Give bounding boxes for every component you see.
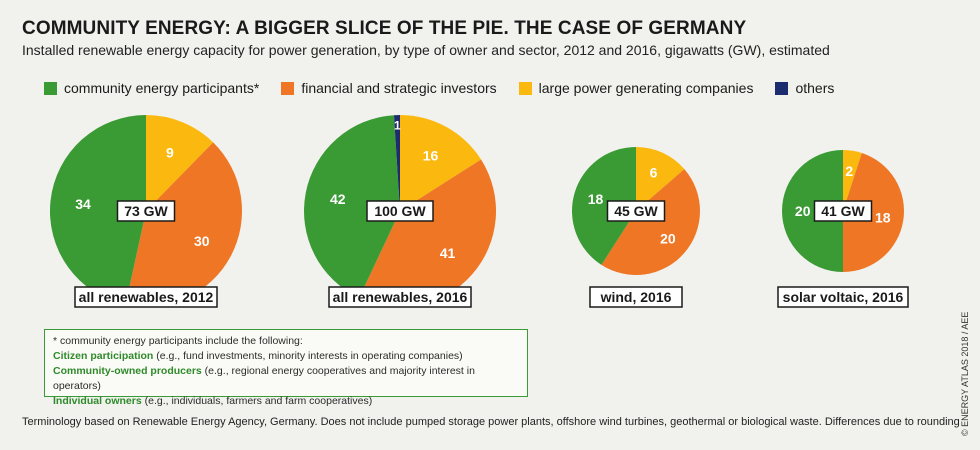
pie-slice [304, 115, 400, 298]
slice-value-label: 42 [330, 191, 346, 207]
slice-value-label: 2 [845, 163, 853, 179]
total-value-label: 45 GW [614, 203, 658, 219]
pie-1: 9 30 34 73 GW all renewables, 2012 [49, 114, 243, 308]
legend: community energy participants* financial… [44, 80, 856, 96]
pie-title: all renewables, 2016 [333, 289, 468, 305]
slice-value-label: 20 [795, 203, 811, 219]
pie-slice [572, 147, 636, 265]
footnote-desc: (e.g., regional energy cooperatives and … [53, 365, 475, 392]
pie-4: 2 18 20 41 GW solar voltaic, 2016 [777, 150, 909, 308]
footnote-term: Community-owned producers [53, 365, 202, 377]
pie-slice [400, 115, 482, 211]
pie-slice [843, 152, 904, 272]
pie-slice [125, 142, 243, 308]
total-box [813, 200, 873, 222]
pie-slice [636, 147, 685, 211]
slice-value-label: 18 [875, 209, 891, 225]
pie-slice [359, 159, 497, 307]
pie-title-box [328, 286, 472, 308]
footnote-term: Individual owners [53, 395, 142, 407]
footnote-item: Individual owners (e.g., individuals, fa… [53, 394, 519, 409]
footnote-item: Citizen participation (e.g., fund invest… [53, 349, 519, 364]
slice-value-label: 18 [588, 191, 604, 207]
pie-slice [782, 150, 843, 272]
footnote-desc: (e.g., individuals, farmers and farm coo… [141, 395, 373, 407]
slice-value-label: 20 [660, 231, 676, 247]
pie-slice [146, 114, 214, 211]
slice-value-label: 30 [194, 233, 210, 249]
legend-swatch-large-companies [518, 81, 532, 95]
footnote-term: Citizen participation [53, 350, 154, 362]
slice-value-label: 41 [440, 245, 456, 261]
legend-item-large-companies: large power generating companies [518, 80, 754, 96]
chart-subtitle: Installed renewable energy capacity for … [22, 42, 830, 58]
legend-label-others: others [795, 80, 835, 96]
slice-value-label: 16 [423, 148, 439, 164]
pie-3: 6 20 18 45 GW wind, 2016 [572, 147, 701, 308]
footnote-desc: (e.g., fund investments, minority intere… [153, 350, 463, 362]
legend-label-community: community energy participants* [64, 80, 260, 96]
credit-line: © ENERGY ATLAS 2018 / AEE [960, 311, 970, 436]
legend-label-investors: financial and strategic investors [301, 80, 497, 96]
total-box [606, 200, 666, 222]
legend-item-others: others [775, 80, 834, 96]
legend-swatch-community [44, 81, 57, 95]
pie-slice [843, 150, 862, 211]
footnote-item: Community-owned producers (e.g., regiona… [53, 364, 519, 394]
legend-item-community: community energy participants* [44, 80, 259, 96]
pie-title-box [74, 286, 218, 308]
footnote-box: * community energy participants include … [44, 329, 528, 407]
pie-title: solar voltaic, 2016 [783, 289, 904, 305]
legend-swatch-others [775, 81, 789, 95]
total-value-label: 100 GW [374, 203, 426, 219]
legend-item-investors: financial and strategic investors [281, 80, 497, 96]
total-box [116, 200, 176, 222]
pie-slice [393, 115, 400, 211]
pie-title-box [777, 286, 909, 308]
pie-title: all renewables, 2012 [79, 289, 214, 305]
source-note: Terminology based on Renewable Energy Ag… [22, 416, 960, 428]
total-box [366, 200, 434, 222]
total-value-label: 73 GW [124, 203, 168, 219]
slice-value-label: 9 [166, 144, 174, 160]
total-value-label: 41 GW [821, 203, 865, 219]
legend-swatch-investors [281, 81, 295, 95]
chart-title: COMMUNITY ENERGY: A BIGGER SLICE OF THE … [22, 18, 747, 39]
slice-value-label: 6 [650, 165, 658, 181]
pie-slice [601, 169, 701, 275]
footnote-intro: * community energy participants include … [53, 335, 303, 347]
slice-value-label: 1 [394, 119, 401, 133]
pie-slice [49, 114, 146, 305]
slice-value-label: 34 [75, 196, 91, 212]
pie-2: 16 41 42 1 100 GW all renewables, 2016 [304, 115, 497, 308]
legend-label-large-companies: large power generating companies [538, 80, 754, 96]
pie-title-box [589, 286, 683, 308]
pie-title: wind, 2016 [600, 289, 672, 305]
